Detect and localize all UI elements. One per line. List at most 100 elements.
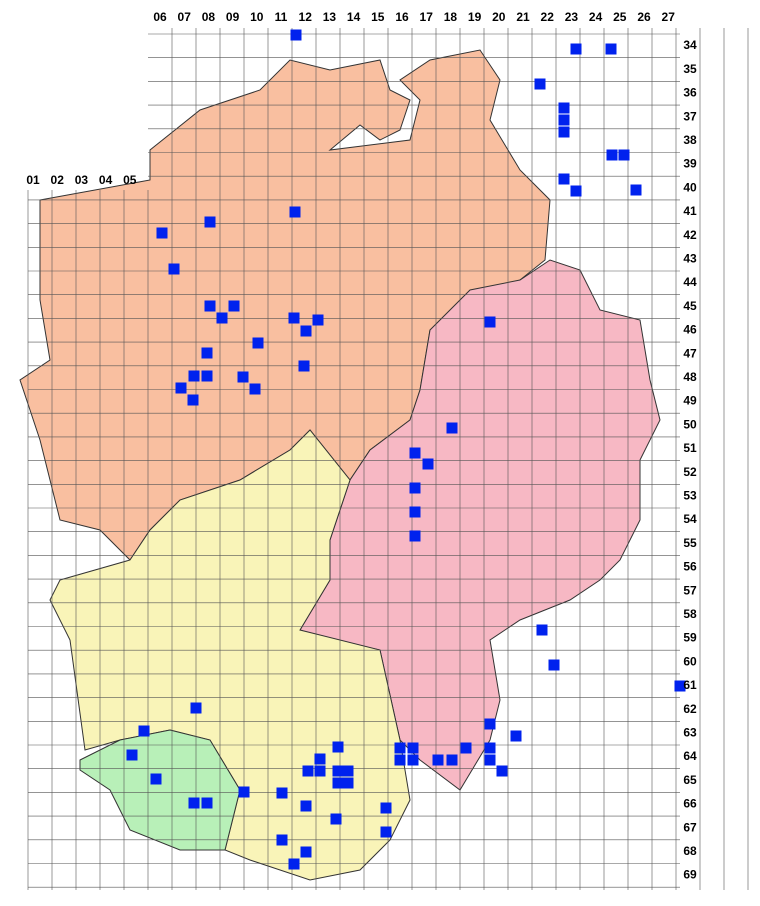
column-label: 20: [492, 10, 506, 24]
row-label: 68: [683, 844, 697, 858]
record-square: [409, 447, 421, 459]
record-square: [204, 216, 216, 228]
record-square: [534, 78, 546, 90]
record-square: [188, 370, 200, 382]
record-square: [342, 765, 354, 777]
record-square: [409, 530, 421, 542]
record-square: [216, 312, 228, 324]
record-square: [630, 184, 642, 196]
record-square: [288, 858, 300, 870]
row-label: 53: [683, 488, 697, 502]
row-label: 55: [683, 536, 697, 550]
record-square: [606, 149, 618, 161]
record-square: [409, 506, 421, 518]
grid: [27, 28, 749, 890]
record-square: [432, 754, 444, 766]
record-square: [536, 624, 548, 636]
record-square: [558, 102, 570, 114]
record-square: [302, 765, 314, 777]
record-square: [201, 370, 213, 382]
record-square: [380, 802, 392, 814]
column-label: 25: [613, 10, 627, 24]
column-label: 24: [589, 10, 603, 24]
record-square: [312, 314, 324, 326]
record-square: [570, 43, 582, 55]
record-square: [407, 742, 419, 754]
column-label: 05: [123, 173, 137, 187]
column-label: 22: [541, 10, 555, 24]
row-label: 58: [683, 607, 697, 621]
record-square: [314, 753, 326, 765]
row-label: 38: [683, 133, 697, 147]
column-label: 23: [565, 10, 579, 24]
record-square: [484, 316, 496, 328]
labels: 06 07 08 09 10 11 12 13 14 15 16 17 18 19 20 21 22 23 24 25…: [26, 10, 697, 882]
row-label: 56: [683, 560, 697, 574]
row-label: 67: [683, 820, 697, 834]
column-label: 26: [637, 10, 651, 24]
record-square: [300, 846, 312, 858]
record-square: [204, 300, 216, 312]
row-label: 51: [683, 441, 697, 455]
record-square: [252, 337, 264, 349]
column-label: 11: [275, 10, 288, 24]
row-label: 36: [683, 86, 697, 100]
column-label: 12: [299, 10, 313, 24]
row-label: 43: [683, 251, 697, 265]
record-square: [605, 43, 617, 55]
record-square: [289, 206, 301, 218]
record-square: [548, 659, 560, 671]
record-square: [570, 185, 582, 197]
column-label: 14: [347, 10, 361, 24]
records: [126, 29, 686, 870]
record-square: [314, 765, 326, 777]
record-square: [298, 360, 310, 372]
record-square: [558, 114, 570, 126]
row-label: 47: [683, 346, 697, 360]
row-label: 35: [683, 62, 697, 76]
column-label: 21: [516, 10, 530, 24]
record-square: [422, 458, 434, 470]
row-label: 48: [683, 370, 697, 384]
record-square: [484, 754, 496, 766]
row-label: 61: [683, 678, 697, 692]
record-square: [290, 29, 302, 41]
record-square: [138, 725, 150, 737]
row-label: 52: [683, 465, 697, 479]
column-label: 09: [226, 10, 240, 24]
row-label: 45: [683, 299, 697, 313]
row-label: 42: [683, 228, 697, 242]
row-label: 69: [683, 868, 697, 882]
row-label: 63: [683, 725, 697, 739]
row-label: 66: [683, 797, 697, 811]
column-label: 16: [395, 10, 409, 24]
row-label: 57: [683, 583, 697, 597]
record-square: [394, 754, 406, 766]
row-label: 60: [683, 654, 697, 668]
record-square: [249, 383, 261, 395]
record-square: [300, 800, 312, 812]
row-label: 40: [683, 180, 697, 194]
record-square: [407, 754, 419, 766]
column-label: 17: [420, 10, 434, 24]
record-square: [156, 227, 168, 239]
record-square: [330, 813, 342, 825]
row-label: 59: [683, 631, 697, 645]
row-label: 44: [683, 275, 697, 289]
record-square: [201, 797, 213, 809]
record-square: [342, 777, 354, 789]
record-square: [332, 741, 344, 753]
column-label: 08: [202, 10, 216, 24]
record-square: [238, 786, 250, 798]
column-label: 03: [75, 173, 89, 187]
column-label: 18: [444, 10, 458, 24]
row-label: 41: [683, 204, 697, 218]
record-square: [190, 702, 202, 714]
record-square: [409, 482, 421, 494]
row-label: 64: [683, 749, 697, 763]
record-square: [175, 382, 187, 394]
record-square: [228, 300, 240, 312]
row-label: 54: [683, 512, 697, 526]
record-square: [276, 787, 288, 799]
